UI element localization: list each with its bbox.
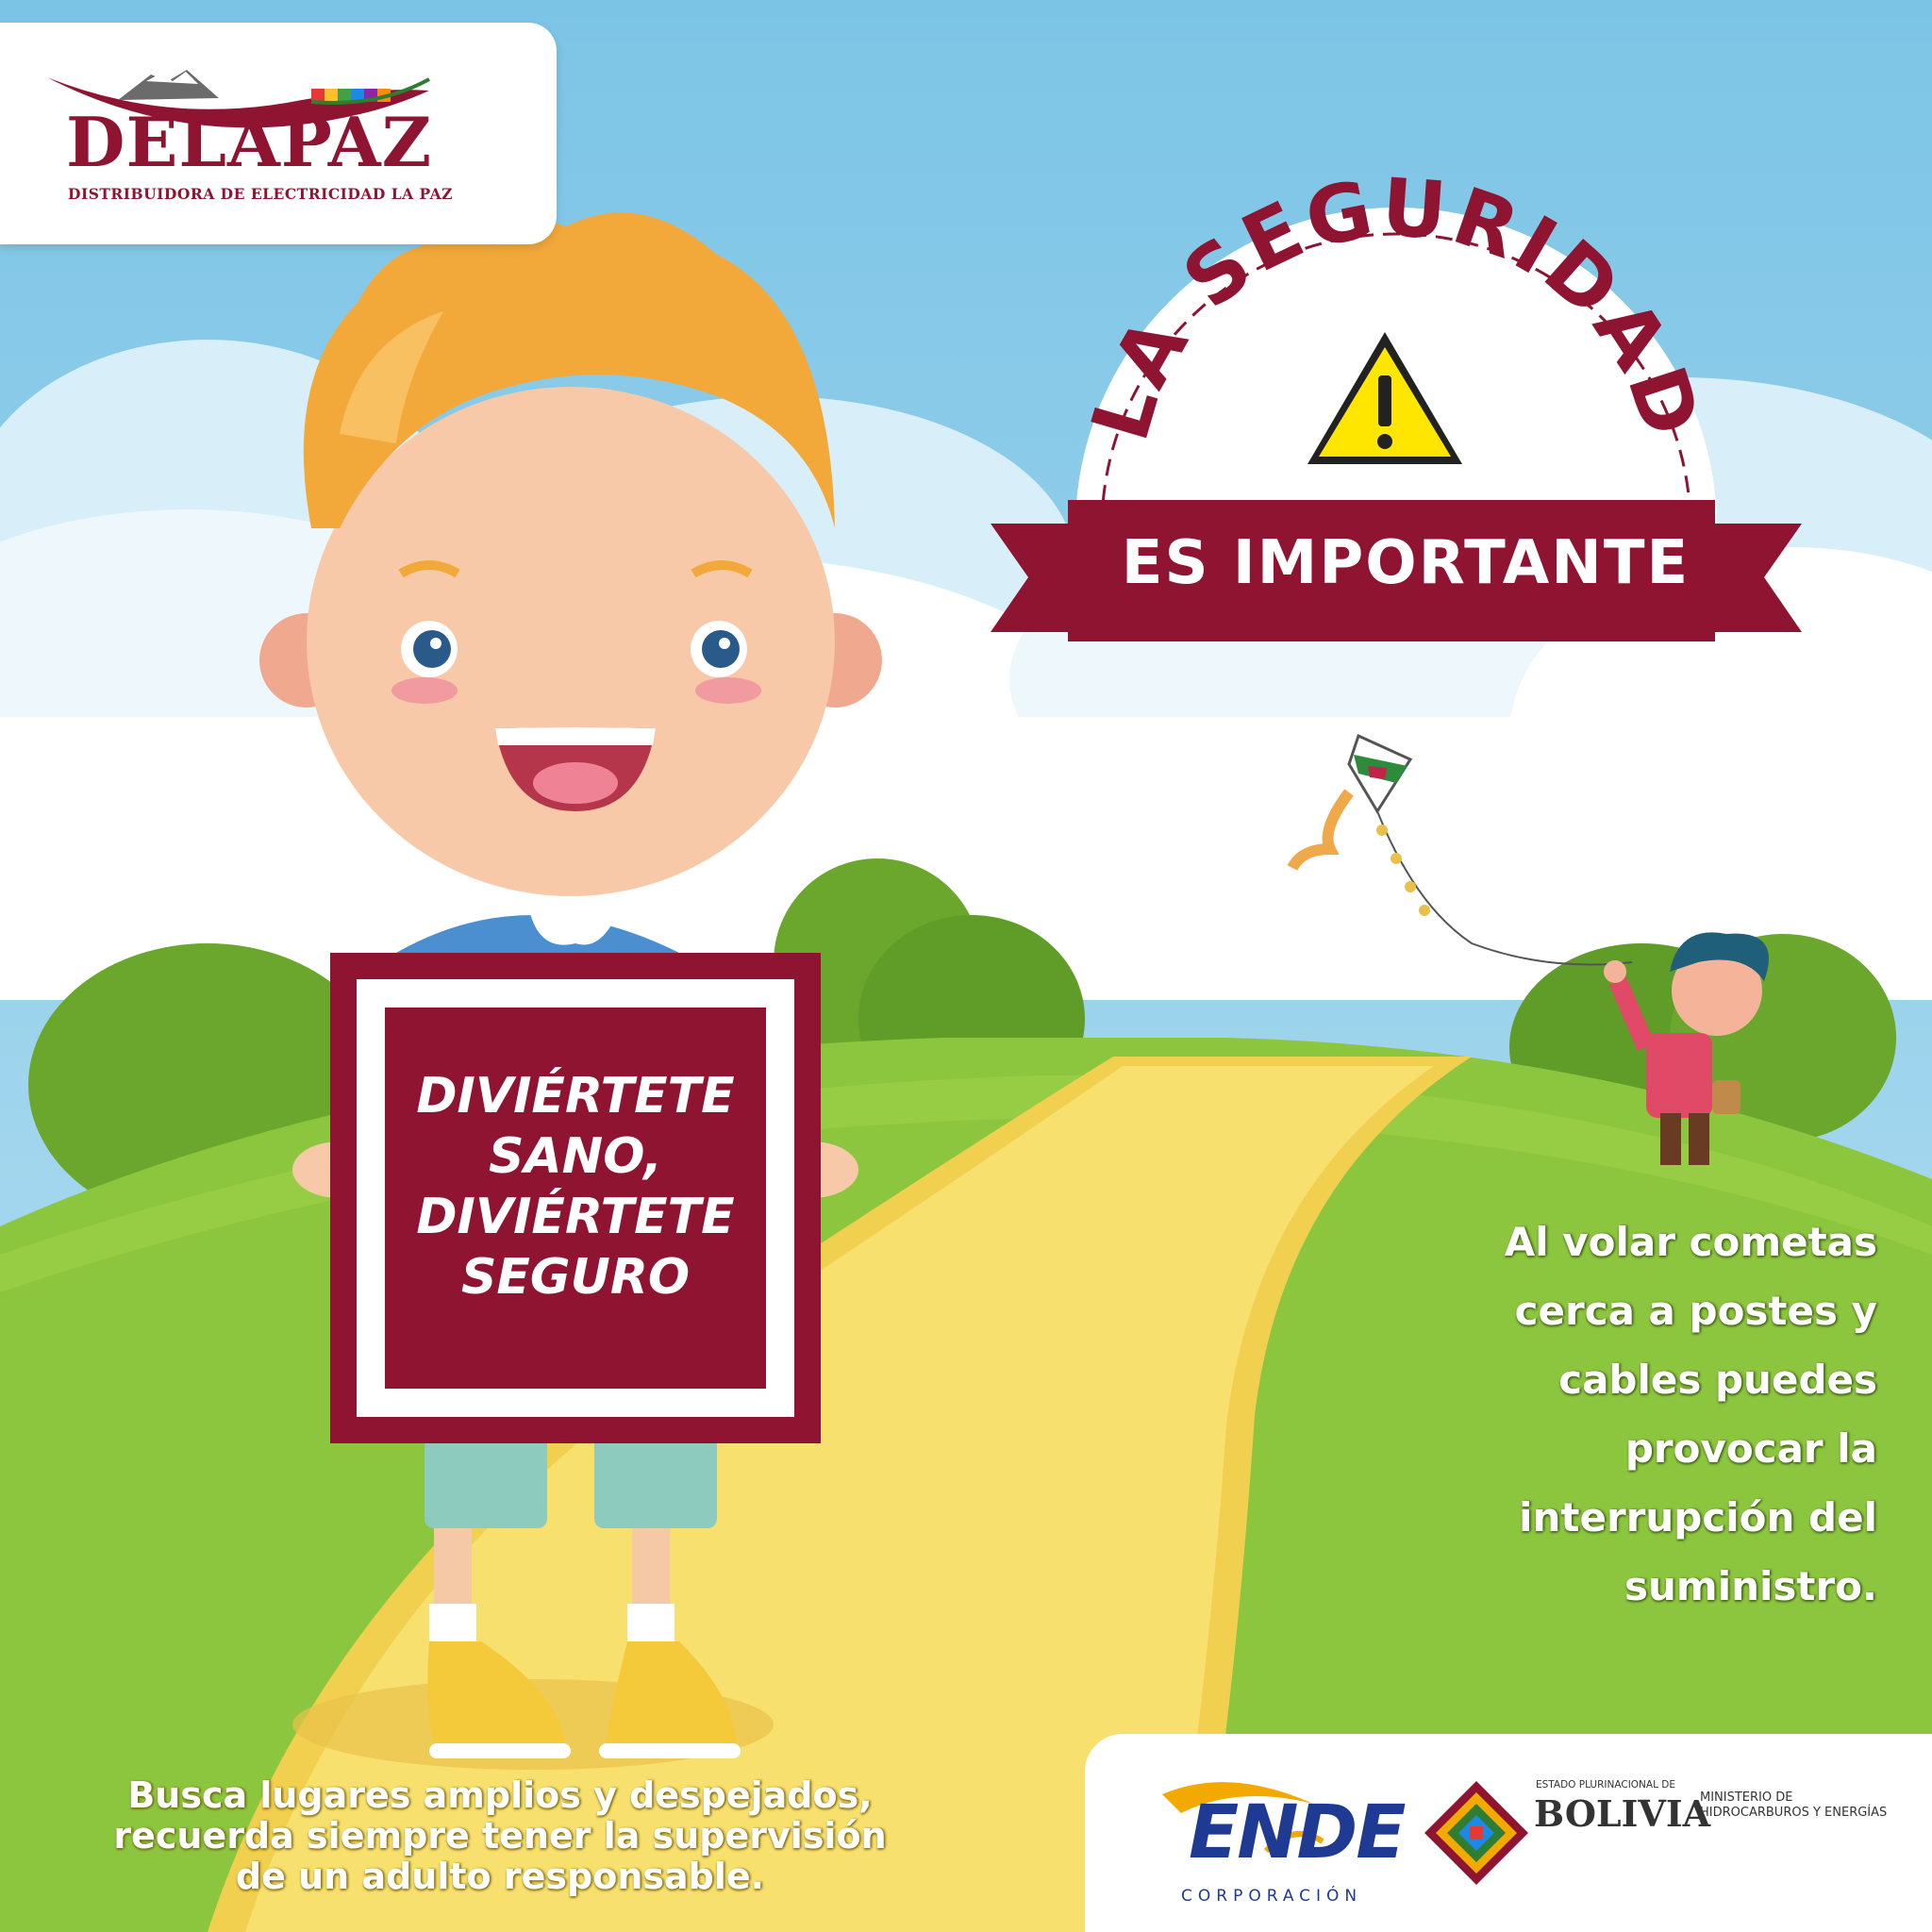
ministry-line: MINISTERIO DE	[1700, 1790, 1793, 1805]
message-line: interrupción del	[1519, 1494, 1877, 1541]
badge-banner-text: ES IMPORTANTE	[1121, 528, 1690, 598]
sign-line: SEGURO	[460, 1249, 691, 1306]
bolivia-emblem-icon	[1424, 1781, 1528, 1885]
brand-card	[0, 23, 557, 244]
sign-line: DIVIÉRTETE	[416, 1189, 735, 1245]
message-line: cables puedes	[1558, 1357, 1877, 1403]
ministry-label: MINISTERIO DE HIDROCARBUROS Y ENERGÍAS	[1700, 1790, 1926, 1821]
message-line: provocar la	[1624, 1425, 1877, 1472]
sign-message: DIVIÉRTETE SANO, DIVIÉRTETE SEGURO	[387, 1066, 764, 1307]
ende-logo-text: ENDE	[1189, 1790, 1407, 1875]
kite-warning-message: Al volar cometas cerca a postes y cables…	[1406, 1208, 1877, 1621]
sign-line: SANO,	[488, 1128, 663, 1185]
ende-logo-swoosh	[1162, 1782, 1324, 1854]
sign-line: DIVIÉRTETE	[416, 1068, 735, 1124]
kite-illustration	[1287, 733, 1633, 966]
ende-logo-subtitle: CORPORACIÓN	[1181, 1887, 1363, 1906]
brand-tagline: DISTRIBUIDORA DE ELECTRICIDAD LA PAZ	[68, 185, 453, 203]
message-line: cerca a postes y	[1514, 1288, 1877, 1334]
advice-line: recuerda siempre tener la supervisión	[113, 1815, 887, 1857]
warning-triangle-icon	[1307, 332, 1462, 464]
brand-name: DELAPAZ	[66, 102, 433, 182]
bolivia-state-label: ESTADO PLURINACIONAL DE	[1536, 1779, 1675, 1790]
message-line: Al volar cometas	[1504, 1219, 1877, 1265]
kid-with-kite-illustration	[1604, 932, 1769, 1165]
safety-advice: Busca lugares amplios y despejados, recu…	[66, 1775, 934, 1897]
sign-board	[330, 953, 821, 1443]
brand-logo-swoosh	[47, 70, 430, 128]
advice-line: Busca lugares amplios y despejados,	[127, 1774, 873, 1816]
bolivia-name: BOLIVIA	[1534, 1792, 1711, 1835]
ministry-line: HIDROCARBUROS Y ENERGÍAS	[1700, 1806, 1888, 1820]
advice-line: de un adulto responsable.	[235, 1856, 765, 1897]
message-line: suministro.	[1624, 1563, 1877, 1609]
